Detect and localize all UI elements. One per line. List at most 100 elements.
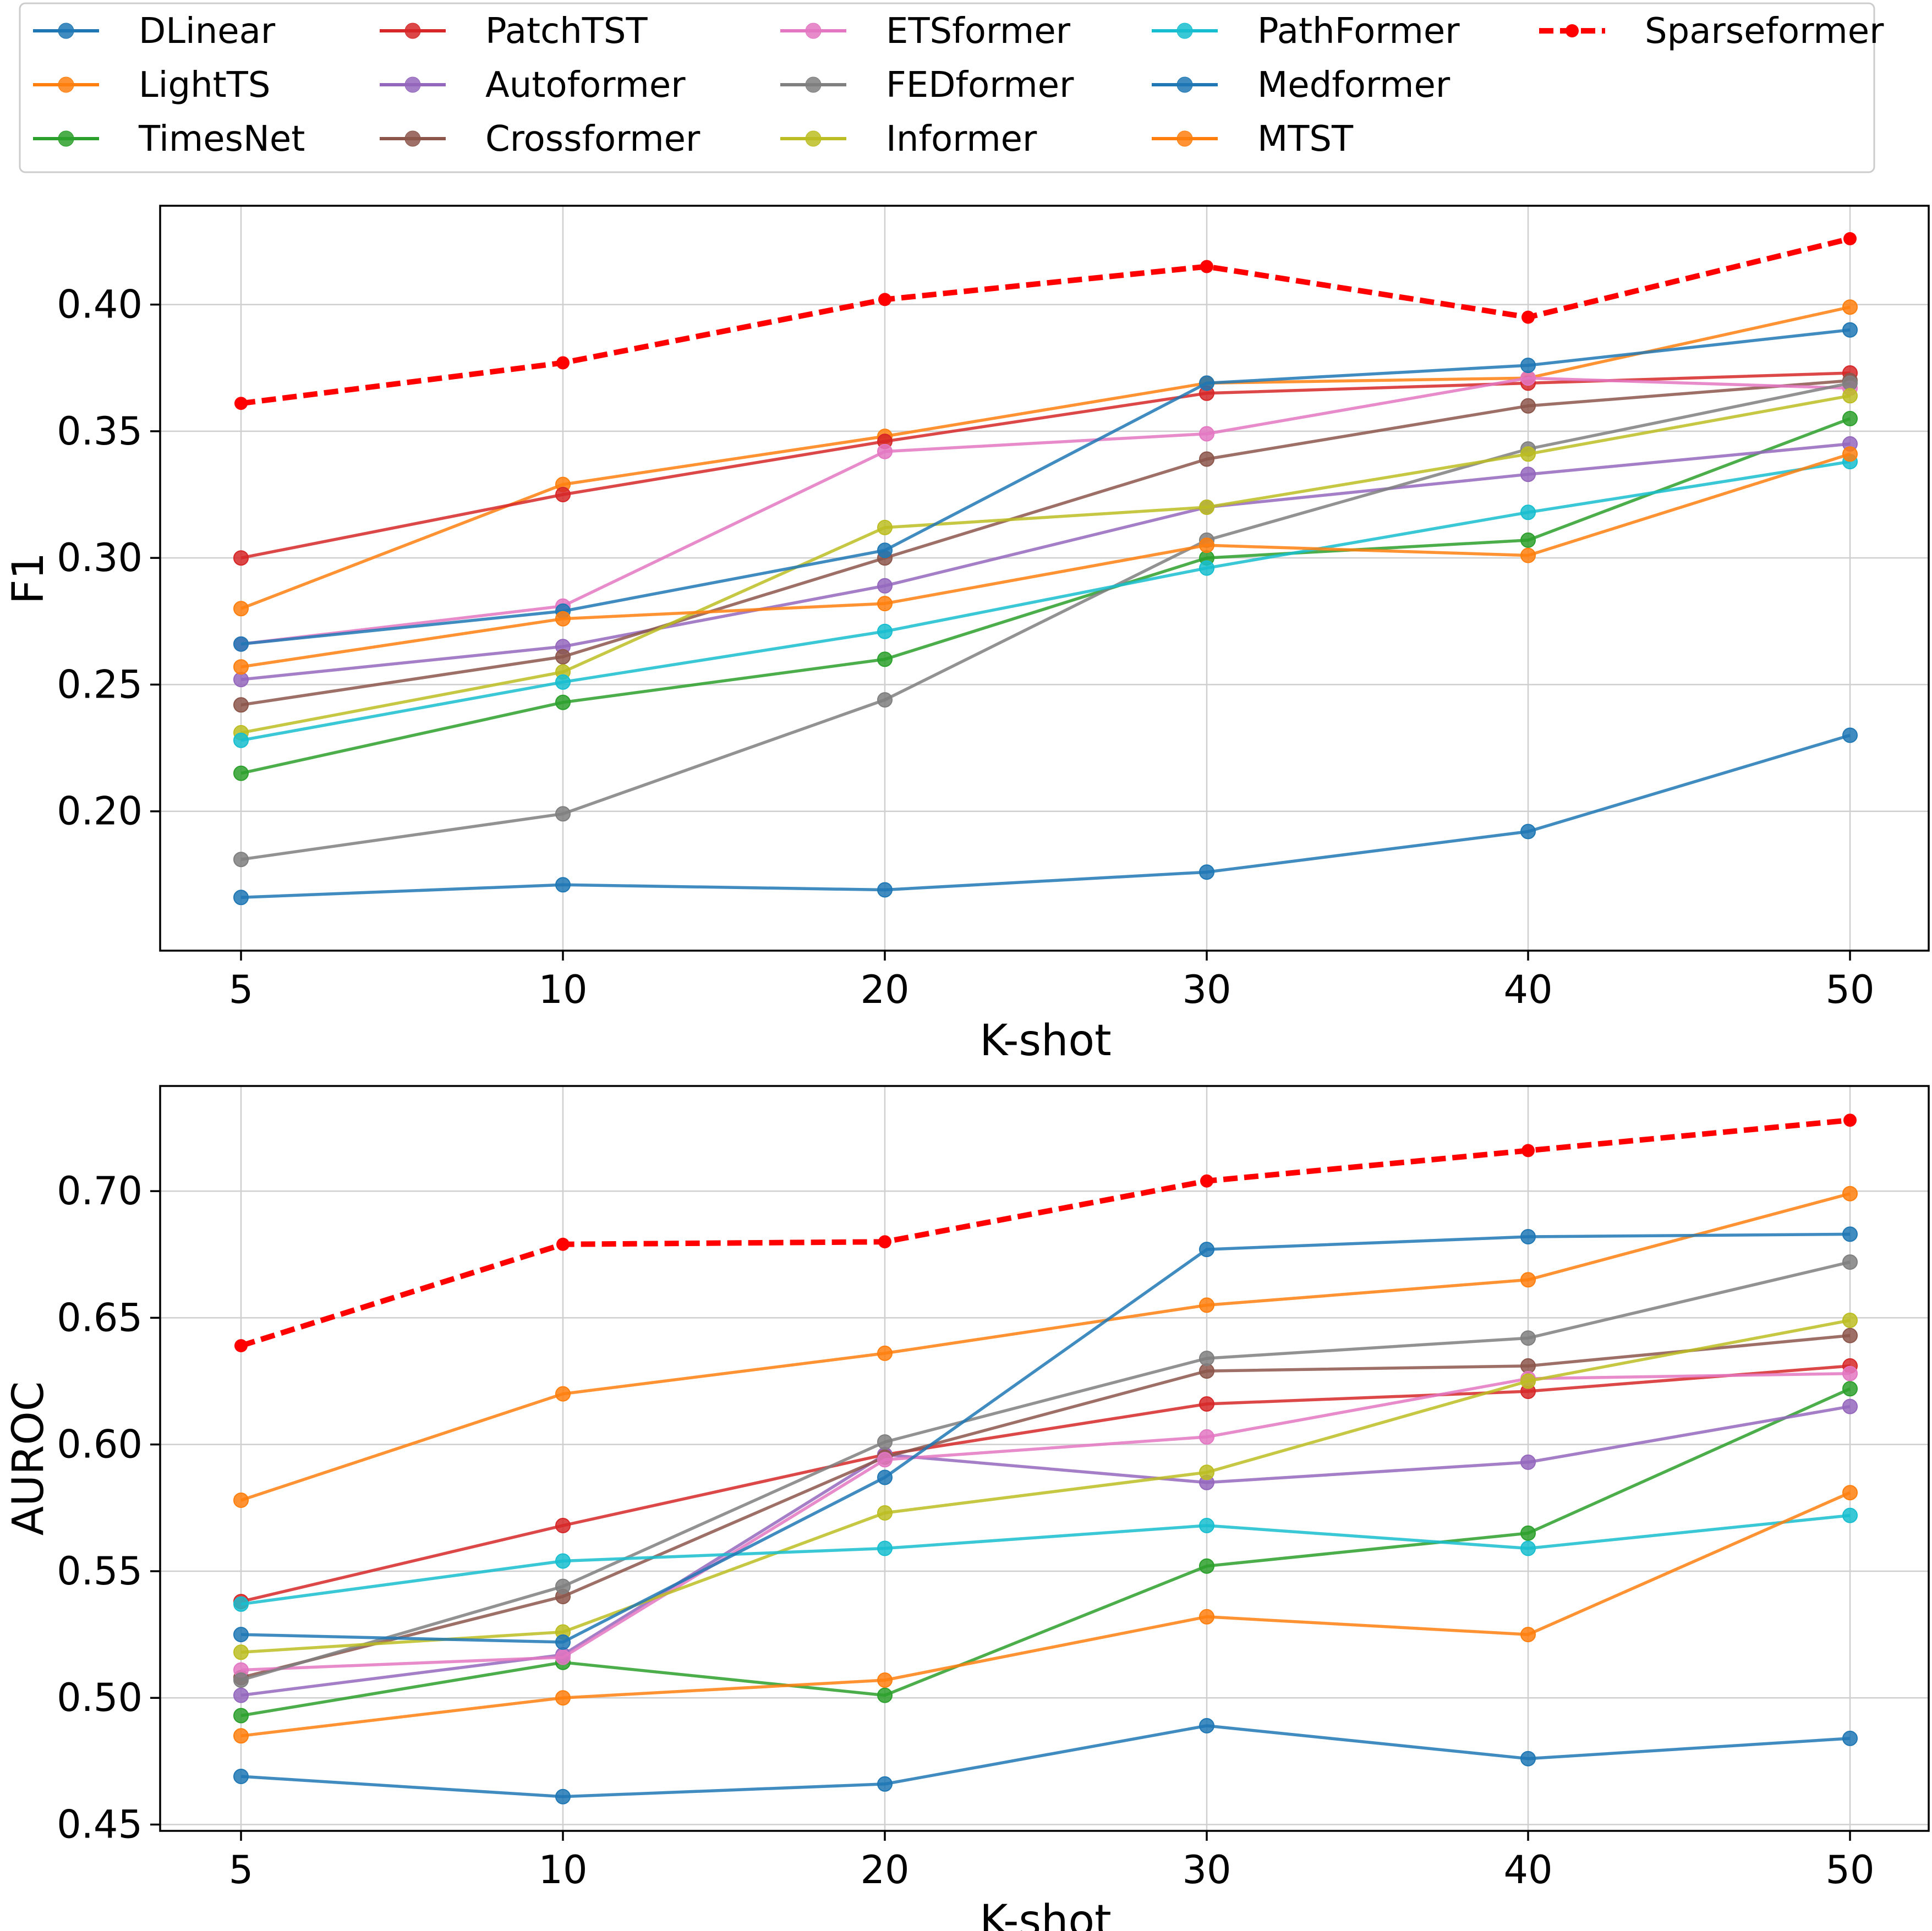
- point-pathformer-10: [555, 1553, 571, 1569]
- y-axis: 0.45 0.50 0.55 0.60 0.65 0.70: [57, 1169, 160, 1847]
- point-timesnet-30: [1199, 1558, 1214, 1574]
- point-mtst-5: [233, 659, 249, 675]
- series-line-informer: [240, 394, 1851, 734]
- point-sparseformer-20: [878, 1235, 891, 1249]
- series-autoformer: [233, 436, 1858, 688]
- legend-marker-dlinear: [58, 23, 74, 39]
- point-medformer-5: [233, 636, 249, 652]
- legend-entry-patchtst: PatchTST: [380, 11, 648, 52]
- point-informer-40: [1520, 446, 1536, 462]
- x-tick-label-50: 50: [1825, 967, 1874, 1012]
- point-dlinear-10: [555, 1789, 571, 1804]
- point-autoformer-40: [1520, 467, 1536, 482]
- series-line-sparseformer: [240, 1117, 1851, 1348]
- point-fedformer-50: [1842, 1254, 1858, 1270]
- legend-label-informer: Informer: [886, 119, 1037, 160]
- point-medformer-40: [1520, 1229, 1536, 1244]
- x-tick-label-10: 10: [538, 967, 587, 1012]
- series-pathformer: [233, 1507, 1858, 1612]
- point-dlinear-50: [1842, 1730, 1858, 1746]
- point-dlinear-5: [233, 890, 249, 906]
- legend-marker-fedformer: [805, 76, 822, 93]
- legend-entry-fedformer: FEDformer: [780, 65, 1074, 106]
- series-line-pathformer: [240, 1513, 1851, 1606]
- legend-entry-pathformer: PathFormer: [1152, 11, 1460, 52]
- y-tick-label-0.35: 0.35: [57, 409, 143, 454]
- series-line-lightts: [240, 1192, 1851, 1502]
- legend-marker-medformer: [1176, 76, 1193, 93]
- series-line-fedformer: [240, 381, 1851, 861]
- series-group: [233, 232, 1858, 906]
- point-fedformer-10: [555, 806, 571, 822]
- series-line-crossformer: [240, 1334, 1851, 1680]
- point-sparseformer-40: [1521, 1144, 1535, 1157]
- legend-marker-informer: [805, 130, 822, 147]
- series-mtst: [233, 446, 1858, 675]
- x-tick-label-50: 50: [1825, 1847, 1874, 1892]
- y-tick-label-0.50: 0.50: [57, 1675, 143, 1720]
- series-line-patchtst: [240, 1364, 1851, 1603]
- legend-label-sparseformer: Sparseformer: [1645, 11, 1884, 52]
- point-fedformer-5: [233, 852, 249, 868]
- x-tick-label-30: 30: [1182, 1847, 1231, 1892]
- y-tick-label-0.45: 0.45: [57, 1802, 143, 1847]
- legend-marker-sparseformer: [1566, 24, 1579, 37]
- point-crossformer-5: [233, 697, 249, 713]
- series-line-medformer: [240, 328, 1851, 646]
- legend-entry-informer: Informer: [780, 119, 1037, 160]
- series-line-autoformer: [240, 1405, 1851, 1697]
- legend-entry-autoformer: Autoformer: [380, 65, 686, 106]
- point-lightts-30: [1199, 1297, 1214, 1313]
- point-pathformer-10: [555, 674, 571, 690]
- series-line-autoformer: [240, 442, 1851, 681]
- point-autoformer-5: [233, 1687, 249, 1703]
- series-line-mtst: [240, 452, 1851, 668]
- x-tick-label-20: 20: [860, 967, 909, 1012]
- point-autoformer-40: [1520, 1454, 1536, 1470]
- point-dlinear-30: [1199, 1718, 1214, 1733]
- point-etsformer-40: [1520, 370, 1536, 386]
- point-mtst-20: [877, 1672, 893, 1688]
- series-line-dlinear: [240, 733, 1851, 899]
- x-tick-label-30: 30: [1182, 967, 1231, 1012]
- point-sparseformer-5: [234, 1339, 248, 1353]
- series-line-dlinear: [240, 1724, 1851, 1798]
- series-line-fedformer: [240, 1260, 1851, 1682]
- plot-frame: [159, 205, 1930, 952]
- point-informer-5: [233, 1644, 249, 1660]
- point-sparseformer-20: [878, 293, 891, 306]
- point-fedformer-5: [233, 1672, 249, 1688]
- legend-marker-patchtst: [404, 23, 421, 39]
- x-tick-label-40: 40: [1503, 967, 1552, 1012]
- point-timesnet-50: [1842, 1381, 1858, 1397]
- point-medformer-10: [555, 1634, 571, 1650]
- point-mtst-40: [1520, 1627, 1536, 1643]
- series-group: [233, 1113, 1858, 1804]
- point-timesnet-20: [877, 651, 893, 667]
- legend-label-pathformer: PathFormer: [1257, 11, 1460, 52]
- series-lightts: [233, 1186, 1858, 1508]
- point-dlinear-20: [877, 1776, 893, 1792]
- point-sparseformer-10: [556, 1237, 570, 1251]
- point-mtst-50: [1842, 1485, 1858, 1501]
- point-pathformer-50: [1842, 1507, 1858, 1523]
- point-mtst-50: [1842, 446, 1858, 462]
- y-tick-label-0.30: 0.30: [57, 535, 143, 580]
- legend-marker-pathformer: [1176, 23, 1193, 39]
- legend-label-autoformer: Autoformer: [485, 65, 686, 106]
- series-mtst: [233, 1485, 1858, 1744]
- legend-label-timesnet: TimesNet: [138, 119, 305, 160]
- point-timesnet-5: [233, 1708, 249, 1724]
- series-line-medformer: [240, 1232, 1851, 1644]
- series-sparseformer: [234, 1113, 1857, 1353]
- series-line-informer: [240, 1319, 1851, 1654]
- y-axis-label: AUROC: [4, 1381, 53, 1536]
- point-crossformer-30: [1199, 451, 1214, 467]
- point-patchtst-5: [233, 550, 249, 566]
- point-timesnet-40: [1520, 1525, 1536, 1541]
- legend-entry-medformer: Medformer: [1152, 65, 1451, 106]
- point-crossformer-50: [1842, 1327, 1858, 1343]
- x-axis-label: K-shot: [979, 1016, 1111, 1066]
- point-medformer-50: [1842, 322, 1858, 338]
